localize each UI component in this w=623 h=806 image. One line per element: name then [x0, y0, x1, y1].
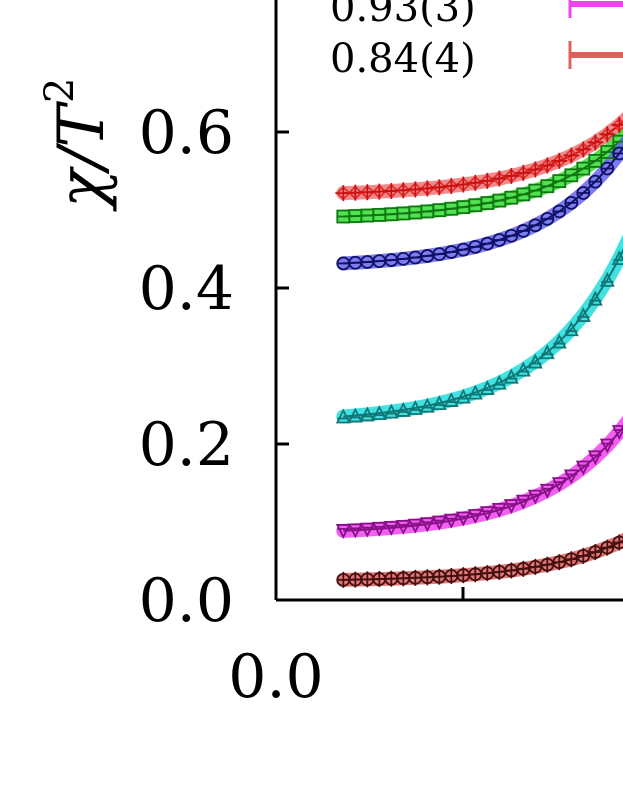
fit-line	[343, 425, 623, 532]
data-point	[491, 374, 507, 390]
fit-line	[343, 248, 623, 418]
data-point	[407, 518, 423, 534]
data-point	[479, 506, 495, 522]
data-point	[600, 161, 615, 176]
data-point	[527, 161, 544, 178]
data-point	[491, 502, 507, 518]
data-point	[455, 388, 471, 404]
data-point	[599, 271, 615, 287]
data-point	[395, 401, 411, 417]
data-point	[599, 126, 616, 143]
data-point	[576, 161, 591, 176]
data-point	[443, 392, 459, 407]
data-point	[335, 524, 351, 539]
data-point	[611, 116, 623, 133]
data-point	[564, 195, 579, 210]
data-point	[480, 236, 495, 251]
data-point	[563, 147, 580, 164]
data-point	[611, 250, 623, 266]
data-point	[383, 521, 399, 536]
data-point	[600, 539, 615, 556]
data-markers	[335, 116, 623, 588]
data-point	[576, 186, 591, 200]
data-point	[576, 547, 591, 564]
data-point	[527, 489, 543, 505]
data-point	[599, 438, 615, 454]
data-point	[467, 384, 483, 400]
data-point	[587, 134, 604, 151]
data-point	[587, 450, 603, 466]
data-point	[360, 571, 375, 588]
data-point	[407, 399, 423, 415]
data-point	[528, 218, 543, 233]
data-point	[359, 406, 375, 422]
data-point	[431, 515, 447, 531]
legend: 0.93(3) 0.84(4)	[330, 0, 623, 82]
data-point	[563, 321, 579, 337]
data-point	[371, 521, 387, 537]
data-point	[515, 361, 531, 377]
data-point	[383, 403, 399, 419]
y-axis-label: χ/T 2	[37, 78, 119, 212]
data-point	[515, 164, 532, 181]
data-point	[479, 380, 495, 395]
data-point	[539, 483, 555, 499]
axes: 0.0 0.2 0.4 0.6 0.01	[139, 0, 623, 712]
data-point	[516, 224, 531, 238]
data-point	[492, 233, 507, 247]
data-point	[539, 344, 555, 360]
data-point	[575, 141, 592, 158]
y-tick-label: 0.6	[139, 98, 234, 168]
legend-entry: 0.84(4)	[330, 36, 623, 82]
data-point	[503, 499, 519, 515]
data-point	[504, 228, 519, 243]
data-point	[539, 157, 556, 174]
data-point	[552, 204, 567, 219]
data-point	[371, 405, 387, 421]
data-point	[515, 494, 531, 510]
y-tick-label: 0.0	[139, 566, 234, 636]
data-point	[407, 181, 424, 198]
data-point	[503, 368, 519, 384]
data-point	[588, 544, 603, 561]
data-point	[359, 522, 375, 538]
y-ticks: 0.0 0.2 0.4 0.6	[139, 98, 289, 636]
data-point	[419, 397, 435, 413]
data-point	[335, 408, 351, 424]
data-point	[527, 353, 543, 369]
x-ticks: 0.01	[228, 587, 465, 712]
data-point	[551, 333, 567, 349]
data-point	[575, 460, 591, 476]
y-axis-label-text: χ/T	[45, 101, 119, 212]
data-point	[503, 167, 520, 184]
x-tick-label: 0.0	[228, 642, 323, 712]
data-point	[611, 425, 623, 440]
legend-entry: 0.93(3)	[330, 0, 623, 31]
legend-label: 0.93(3)	[330, 0, 476, 31]
data-point	[395, 519, 411, 535]
y-axis-label-superscript: 2	[37, 78, 83, 103]
data-point	[419, 517, 435, 533]
data-point	[612, 534, 623, 551]
data-point	[612, 146, 623, 161]
data-point	[347, 407, 363, 423]
data-point	[347, 523, 363, 539]
y-tick-label: 0.4	[139, 254, 234, 324]
data-point	[443, 513, 459, 529]
y-tick-label: 0.2	[139, 410, 234, 480]
data-point	[455, 511, 471, 527]
legend-label: 0.84(4)	[330, 36, 476, 82]
data-point	[540, 211, 555, 226]
data-point	[588, 174, 603, 189]
data-point	[467, 509, 483, 525]
data-point	[551, 152, 568, 169]
data-point	[587, 290, 603, 306]
data-point	[551, 477, 567, 493]
data-point	[563, 469, 579, 485]
plot-area	[335, 112, 623, 588]
data-point	[575, 307, 591, 322]
data-point	[588, 153, 603, 168]
data-point	[431, 395, 447, 410]
